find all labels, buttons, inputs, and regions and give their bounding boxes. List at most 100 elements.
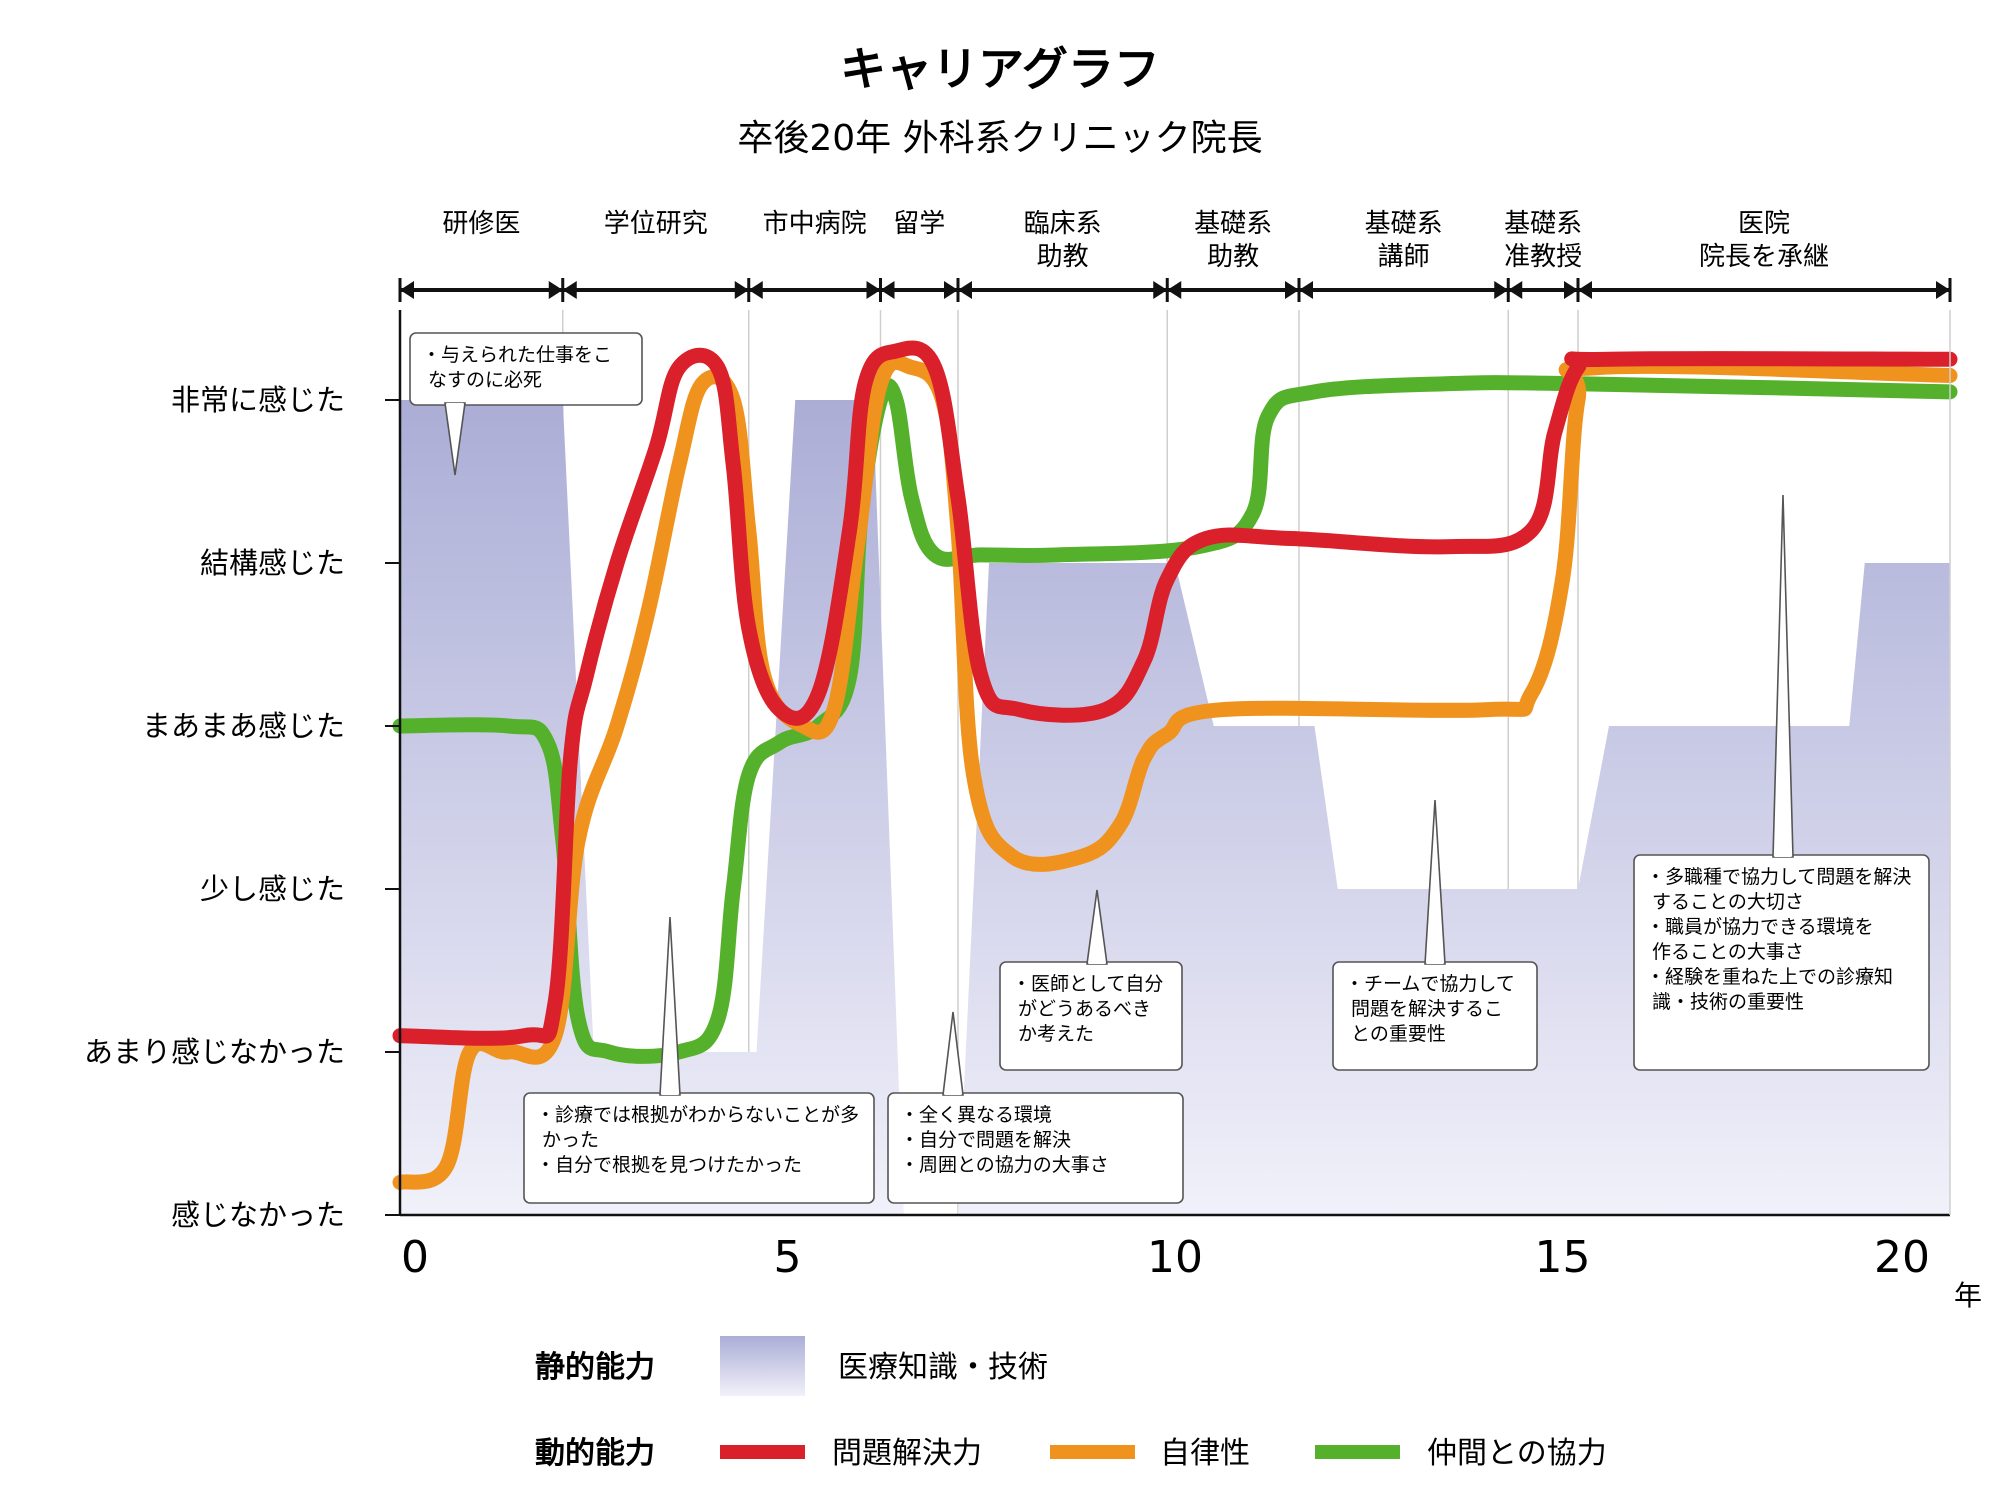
callout-line: ・自分で根拠を見つけたかった bbox=[536, 1154, 802, 1176]
phase-arrow-left-2 bbox=[748, 281, 763, 299]
callout-pointer bbox=[1772, 494, 1794, 858]
callout-text: ・全く異なる環境・自分で問題を解決・周囲との協力の大事さ bbox=[900, 1104, 1109, 1176]
callout-line: ・チームで協力して bbox=[1345, 973, 1515, 995]
phase-label-8: 医院院長を承継 bbox=[1699, 209, 1829, 272]
callout-text: ・診療では根拠がわからないことが多 かった・自分で根拠を見つけたかった bbox=[536, 1104, 859, 1176]
phase-arrow-left-6 bbox=[1299, 281, 1313, 299]
phase-label-line: 院長を承継 bbox=[1699, 242, 1829, 272]
x-unit-label: 年 bbox=[1954, 1279, 1982, 1312]
callout-line: することの大切さ bbox=[1646, 891, 1804, 913]
phase-arrow-right-6 bbox=[1494, 281, 1509, 299]
callout-line: かった bbox=[536, 1129, 599, 1151]
x-tick-label-3: 15 bbox=[1535, 1232, 1591, 1283]
phase-label-line: 助教 bbox=[1037, 242, 1089, 272]
phase-arrow-left-7 bbox=[1508, 281, 1523, 299]
callout-pointer bbox=[1424, 799, 1446, 965]
callouts: ・与えられた仕事をこ なすのに必死・診療では根拠がわからないことが多 かった・自… bbox=[409, 332, 1930, 1204]
phase-label-line: 講師 bbox=[1378, 242, 1430, 272]
legend-label-cooperation: 仲間との協力 bbox=[1427, 1436, 1607, 1471]
callout-line: なすのに必死 bbox=[422, 369, 542, 391]
y-tick-label-0: 感じなかった bbox=[171, 1198, 345, 1232]
phase-arrow-right-4 bbox=[1153, 281, 1168, 299]
callout-box bbox=[409, 332, 643, 406]
callout-line: 識・技術の重要性 bbox=[1646, 991, 1804, 1013]
callout-line: ・与えられた仕事をこ bbox=[422, 344, 612, 366]
legend-swatch-cooperation bbox=[1315, 1445, 1400, 1459]
callout-line: ・多職種で協力して問題を解決 bbox=[1646, 866, 1911, 888]
legend-swatch-problem-solving bbox=[720, 1445, 805, 1459]
callout-1: ・診療では根拠がわからないことが多 かった・自分で根拠を見つけたかった bbox=[523, 916, 875, 1204]
phase-label-1: 学位研究 bbox=[604, 209, 708, 239]
phase-label-5: 基礎系助教 bbox=[1194, 209, 1272, 272]
phase-label-line: 学位研究 bbox=[604, 209, 708, 239]
phase-label-7: 基礎系准教授 bbox=[1504, 209, 1582, 272]
phase-label-line: 助教 bbox=[1207, 242, 1259, 272]
phase-timeline: 研修医 学位研究 市中病院 留学 臨床系助教基礎系助教基礎系講師基礎系准教授医院院長を承… bbox=[398, 209, 1952, 302]
legend-area-swatch bbox=[720, 1336, 805, 1396]
chart-subtitle: 卒後20年 外科系クリニック院長 bbox=[737, 118, 1262, 159]
phase-arrow-left-3 bbox=[880, 281, 895, 299]
callout-line: ・診療では根拠がわからないことが多 bbox=[536, 1104, 859, 1126]
phase-arrow-left-4 bbox=[958, 281, 972, 299]
callout-line: ・周囲との協力の大事さ bbox=[900, 1154, 1109, 1176]
callout-4: ・チームで協力して 問題を解決するこ との重要性 bbox=[1332, 799, 1538, 1071]
callout-text: ・医師として自分 がどうあるべき か考えた bbox=[1012, 973, 1163, 1045]
axes: 感じなかった あまり感じなかった 少し感じた まあまあ感じた 結構感じた 非常に感じた 0 5… bbox=[84, 310, 1951, 1283]
callout-line: ・職員が協力できる環境を bbox=[1646, 916, 1874, 938]
phase-arrow-right-0 bbox=[548, 281, 563, 299]
legend-dynamic-label: 動的能力 bbox=[535, 1436, 655, 1471]
phase-label-line: 医院 bbox=[1738, 209, 1790, 239]
x-tick-label-0: 0 bbox=[401, 1232, 429, 1283]
phase-arrow-left-0 bbox=[400, 281, 414, 299]
phase-arrow-left-8 bbox=[1578, 281, 1592, 299]
y-tick-label-2: 少し感じた bbox=[200, 872, 345, 906]
callout-line: 問題を解決するこ bbox=[1345, 998, 1503, 1020]
phase-arrow-right-5 bbox=[1285, 281, 1299, 299]
phase-arrow-right-2 bbox=[866, 281, 881, 299]
phase-label-line: 基礎系 bbox=[1194, 209, 1272, 239]
phase-label-line: 基礎系 bbox=[1504, 209, 1582, 239]
y-tick-label-3: まあまあ感じた bbox=[142, 709, 345, 743]
phase-label-line: 臨床系 bbox=[1024, 209, 1102, 239]
legend-area-label: 医療知識・技術 bbox=[838, 1350, 1048, 1385]
x-tick-label-1: 5 bbox=[774, 1232, 802, 1283]
phase-label-6: 基礎系講師 bbox=[1365, 209, 1443, 272]
callout-5: ・多職種で協力して問題を解決 することの大切さ・職員が協力できる環境を 作ること… bbox=[1633, 494, 1930, 1071]
callout-line: との重要性 bbox=[1345, 1023, 1446, 1045]
callout-text: ・チームで協力して 問題を解決するこ との重要性 bbox=[1345, 973, 1515, 1045]
callout-line: ・自分で問題を解決 bbox=[900, 1129, 1071, 1151]
callout-text: ・多職種で協力して問題を解決 することの大切さ・職員が協力できる環境を 作ること… bbox=[1646, 866, 1911, 1013]
phase-arrow-right-7 bbox=[1564, 281, 1578, 299]
phase-label-4: 臨床系助教 bbox=[1024, 209, 1102, 272]
callout-text: ・与えられた仕事をこ なすのに必死 bbox=[422, 344, 612, 391]
chart-title: キャリアグラフ bbox=[840, 42, 1160, 96]
knowledge-area bbox=[400, 400, 1950, 1215]
y-tick-label-4: 結構感じた bbox=[200, 546, 345, 580]
phase-label-line: 研修医 bbox=[442, 209, 520, 239]
callout-2: ・全く異なる環境・自分で問題を解決・周囲との協力の大事さ bbox=[887, 1011, 1184, 1204]
phase-label-0: 研修医 bbox=[442, 209, 520, 239]
legend-label-autonomy: 自律性 bbox=[1160, 1436, 1250, 1471]
callout-line: 作ることの大事さ bbox=[1646, 941, 1804, 963]
callout-pointer bbox=[942, 1011, 964, 1096]
callout-line: ・医師として自分 bbox=[1012, 973, 1163, 995]
series-line-0 bbox=[392, 340, 1958, 1046]
y-tick-label-1: あまり感じなかった bbox=[84, 1035, 345, 1069]
phase-label-line: 留学 bbox=[893, 209, 945, 239]
series-line-1 bbox=[392, 354, 1958, 1190]
callout-box bbox=[523, 1092, 875, 1204]
knowledge-area-shape bbox=[400, 400, 1950, 1215]
phase-arrow-right-3 bbox=[944, 281, 958, 299]
callout-0: ・与えられた仕事をこ なすのに必死 bbox=[409, 332, 643, 476]
callout-line: か考えた bbox=[1012, 1023, 1094, 1045]
callout-line: ・経験を重ねた上での診療知 bbox=[1646, 966, 1893, 988]
callout-pointer bbox=[659, 916, 681, 1096]
callout-box bbox=[887, 1092, 1184, 1204]
legend-label-problem-solving: 問題解決力 bbox=[832, 1436, 982, 1471]
series-lines bbox=[392, 340, 1958, 1190]
legend-swatch-autonomy bbox=[1050, 1445, 1135, 1459]
phase-arrow-right-1 bbox=[734, 281, 749, 299]
phase-arrow-left-1 bbox=[562, 281, 577, 299]
callout-line: ・全く異なる環境 bbox=[900, 1104, 1052, 1126]
